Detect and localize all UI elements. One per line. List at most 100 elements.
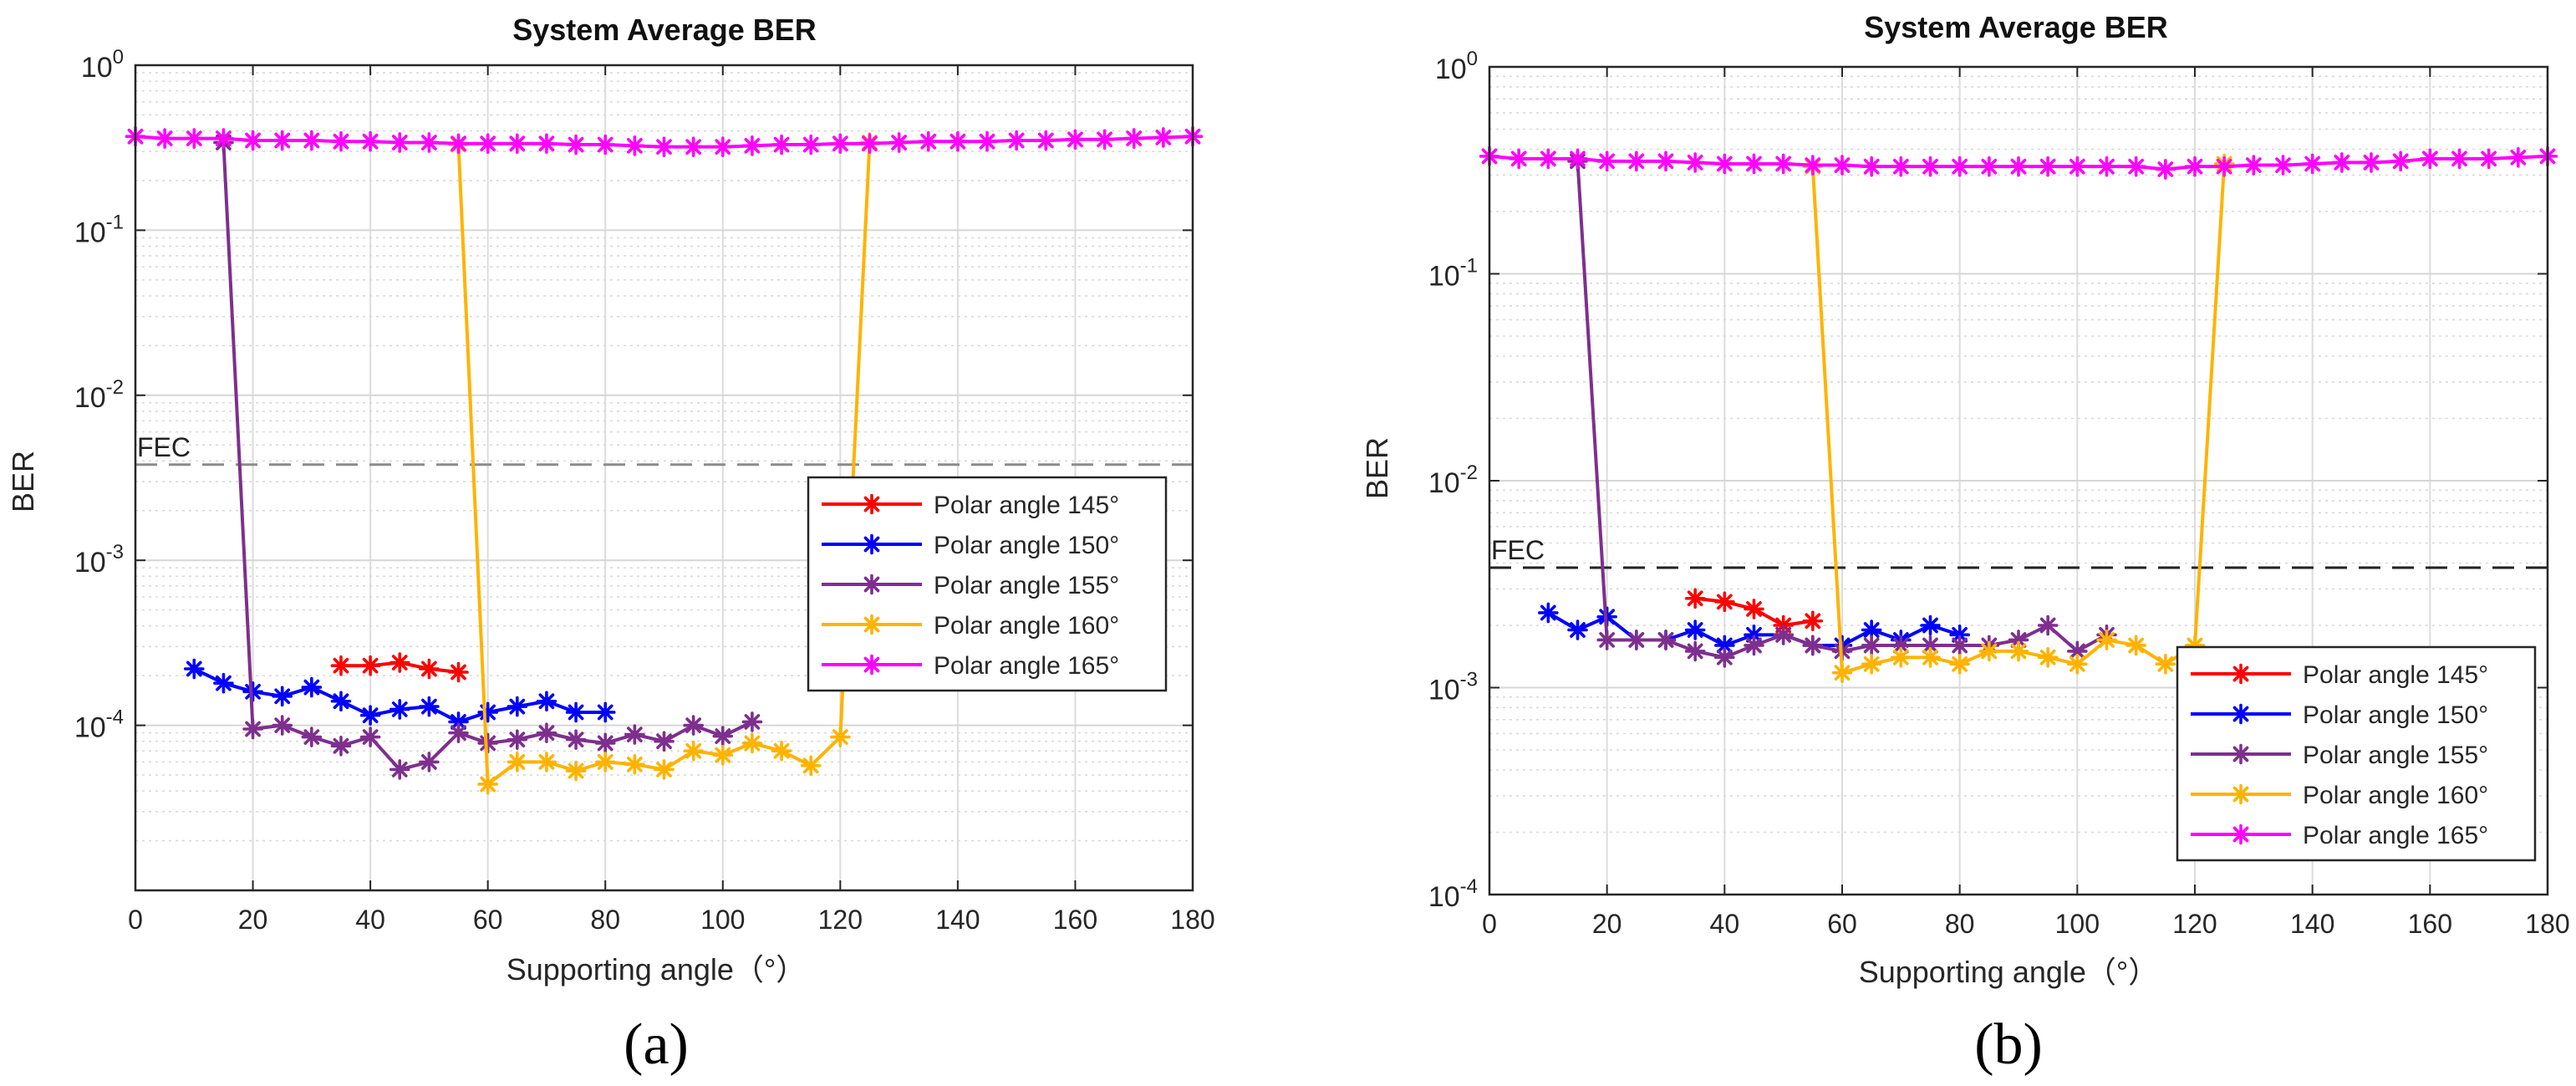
data-point (594, 752, 616, 772)
data-point (712, 136, 734, 157)
data-point (741, 711, 763, 732)
data-point (1508, 148, 1530, 170)
data-point (2478, 148, 2499, 170)
data-point (477, 701, 498, 723)
data-point (301, 130, 323, 151)
legend-item: Polar angle 145° (822, 492, 1119, 519)
data-point (389, 759, 410, 780)
data-point (2155, 159, 2176, 180)
y-tick-label: 10-2 (1428, 461, 1478, 499)
x-tick-label: 20 (1592, 909, 1622, 939)
data-point (771, 134, 792, 156)
data-point (1684, 640, 1706, 662)
data-point (419, 752, 440, 772)
data-point (2008, 640, 2029, 662)
data-point (2125, 156, 2146, 177)
data-point (947, 130, 969, 152)
data-point (1831, 155, 1853, 176)
data-point (2096, 156, 2117, 177)
data-point (1891, 156, 1912, 177)
data-point (1949, 156, 1970, 177)
data-point (507, 696, 528, 717)
x-tick-label: 40 (1710, 909, 1740, 939)
data-point (183, 128, 205, 149)
data-point (1684, 152, 1706, 173)
data-point (2008, 630, 2029, 650)
data-point (1802, 155, 1824, 176)
chart-title: System Average BER (1864, 10, 2168, 44)
data-point (1567, 619, 1588, 640)
data-point (2184, 635, 2206, 656)
data-point (800, 134, 822, 156)
data-point (1714, 153, 1735, 175)
y-tick-base: 10 (74, 217, 106, 248)
data-point (448, 722, 469, 743)
y-tick-exponent: -3 (1460, 669, 1478, 691)
data-point (565, 134, 587, 156)
legend-item: Polar angle 165° (822, 652, 1119, 680)
data-point (2360, 152, 2382, 173)
data-point (272, 686, 293, 707)
data-point (359, 655, 381, 676)
data-point (154, 128, 176, 149)
data-point (830, 727, 851, 747)
x-tick-label: 160 (2408, 909, 2452, 939)
data-point (1949, 625, 1970, 645)
data-point (2037, 647, 2059, 668)
data-point (1978, 640, 2000, 662)
panel-caption: (b) (1974, 1012, 2043, 1077)
y-axis-label: BER (6, 451, 40, 512)
legend-item: Polar angle 155° (2191, 742, 2488, 769)
data-point (389, 652, 410, 673)
data-point (1920, 614, 1941, 636)
y-tick-exponent: -2 (106, 376, 124, 399)
legend-label: Polar angle 160° (2303, 782, 2488, 809)
data-point (654, 731, 675, 752)
data-point (2449, 148, 2470, 170)
data-point (918, 130, 939, 152)
y-tick-label: 10-3 (74, 541, 124, 579)
data-point (477, 773, 498, 795)
data-point (477, 732, 498, 754)
data-point (536, 722, 557, 743)
legend-item: Polar angle 150° (2191, 701, 2488, 729)
x-tick-label: 100 (2055, 909, 2100, 939)
data-point (1567, 148, 1588, 170)
data-point (1773, 625, 1794, 645)
data-point (536, 691, 557, 712)
ticks: 0 20 40 60 80 100 120 140 160 18010010-110-210-31… (74, 46, 1215, 935)
data-point (301, 727, 323, 747)
data-point (2420, 148, 2441, 170)
y-tick-label: 10-4 (1428, 875, 1478, 913)
y-tick-label: 10-1 (74, 211, 124, 248)
y-tick-exponent: -1 (106, 211, 124, 233)
data-point (2390, 150, 2411, 172)
data-point (1655, 150, 1677, 172)
data-point (594, 701, 616, 723)
data-point (741, 135, 763, 156)
x-tick-label: 80 (1945, 909, 1975, 939)
data-point (272, 715, 293, 736)
data-point (2507, 147, 2529, 168)
legend-label: Polar angle 155° (2303, 742, 2488, 769)
y-tick-base: 10 (74, 547, 106, 579)
data-point (1949, 653, 1970, 675)
y-tick-exponent: -4 (1460, 875, 1478, 898)
legend-swatch-marker (2230, 663, 2252, 685)
x-tick-label: 120 (818, 905, 863, 935)
data-point (1714, 591, 1735, 613)
axes-box (134, 64, 1194, 892)
data-point (1538, 148, 1559, 170)
data-point (2037, 614, 2059, 636)
data-point (1626, 630, 1647, 650)
data-point (1920, 635, 1941, 656)
data-point (507, 133, 528, 155)
y-tick-label: 10-4 (74, 706, 124, 744)
x-tick-label: 140 (2290, 909, 2334, 939)
data-point (2302, 153, 2323, 175)
data-point (741, 732, 763, 754)
